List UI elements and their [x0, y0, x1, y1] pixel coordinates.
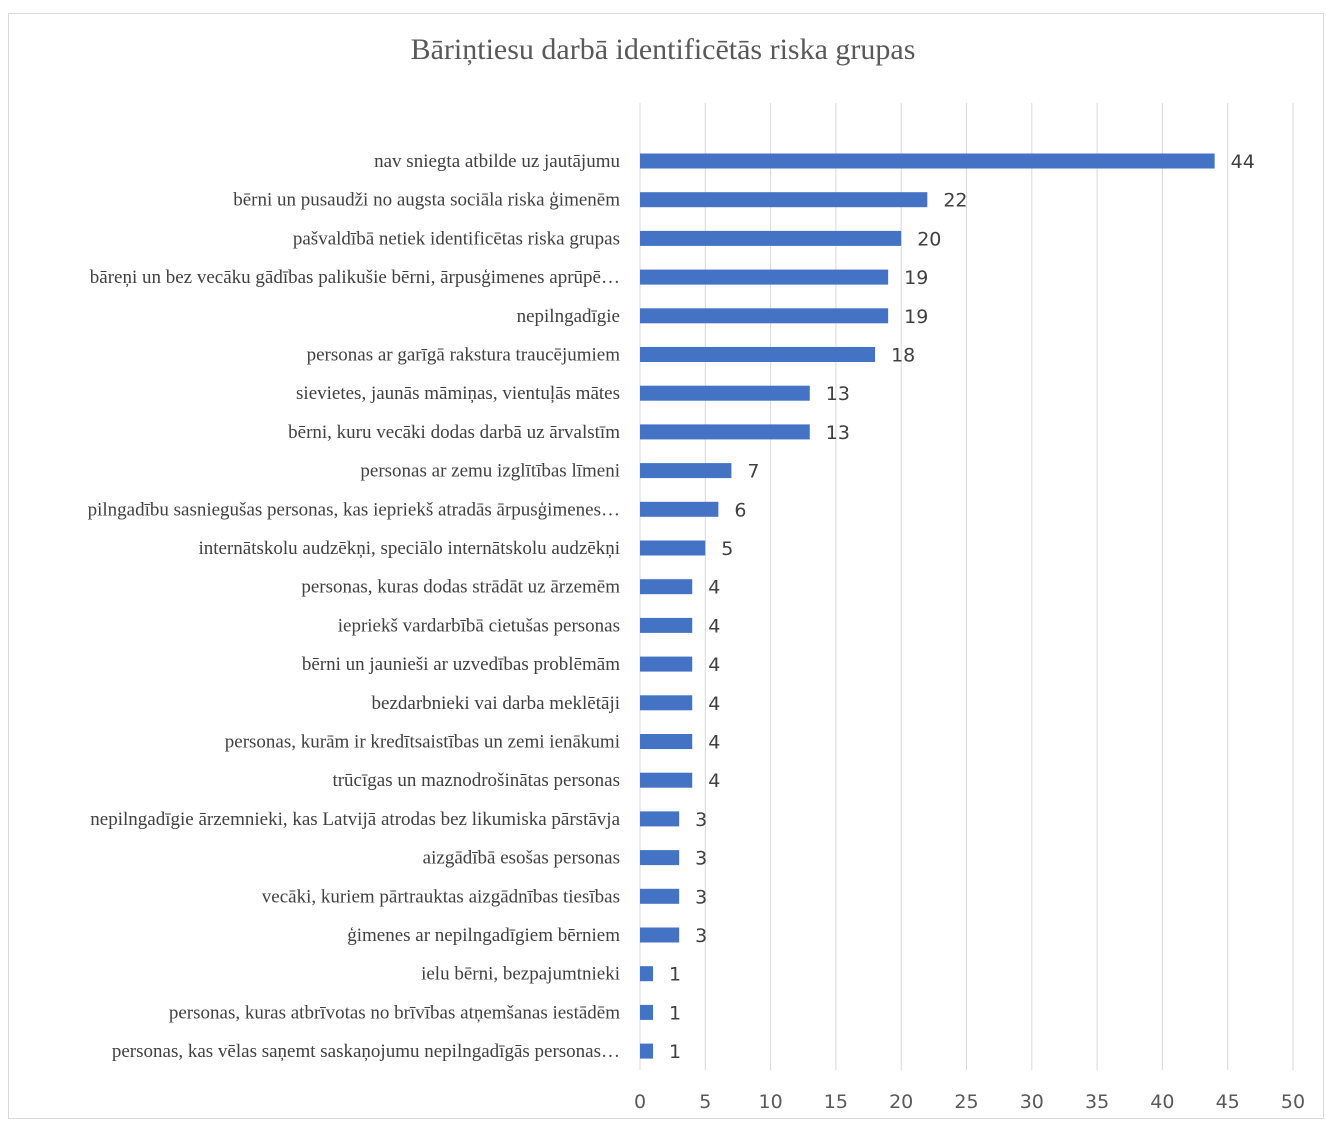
category-label: personas ar zemu izglītības līmeni [360, 461, 620, 482]
data-label: 3 [695, 886, 707, 908]
bar [640, 579, 693, 595]
data-label: 19 [904, 306, 928, 328]
category-label: pilngadību sasniegušas personas, kas iep… [88, 499, 620, 520]
category-label: ielu bērni, bezpajumtnieki [421, 964, 620, 985]
category-label: nepilngadīgie [517, 306, 620, 327]
category-label: personas, kuras dodas strādāt uz ārzemēm [301, 577, 620, 598]
data-label: 5 [721, 538, 733, 560]
data-label: 4 [708, 693, 720, 715]
data-label: 3 [695, 925, 707, 947]
bar [640, 617, 693, 633]
data-label: 1 [669, 1041, 681, 1063]
bar [640, 811, 680, 827]
bar [640, 540, 706, 556]
bar [640, 153, 1215, 169]
chart-title: Bāriņtiesu darbā identificētās riska gru… [410, 33, 916, 66]
category-label: bezdarbnieki vai darba meklētāji [372, 693, 620, 714]
gridlines [639, 103, 1294, 1070]
x-tick-label: 20 [889, 1091, 913, 1113]
bar [640, 695, 693, 711]
category-labels: nav sniegta atbilde uz jautājumu bērni un… [88, 151, 621, 1062]
x-tick-label: 5 [699, 1091, 711, 1113]
data-label: 1 [669, 1002, 681, 1024]
data-label: 18 [891, 345, 915, 367]
bar [640, 1004, 654, 1020]
bar [640, 888, 680, 904]
category-label: pašvaldībā netiek identificētas riska gr… [293, 228, 620, 249]
bar [640, 927, 680, 943]
data-label: 4 [708, 770, 720, 792]
category-label: sievietes, jaunās māmiņas, vientuļās māt… [296, 383, 620, 404]
bar [640, 463, 732, 479]
category-label: bērni, kuru vecāki dodas darbā uz ārvals… [288, 422, 620, 443]
data-label: 44 [1231, 151, 1255, 173]
data-label: 13 [826, 422, 850, 444]
data-label: 7 [747, 461, 759, 483]
bar [640, 966, 654, 982]
category-label: vecāki, kuriem pārtrauktas aizgādnības t… [262, 886, 620, 907]
data-label: 1 [669, 964, 681, 986]
bar [640, 269, 889, 285]
category-label: personas, kurām ir kredītsaistības un ze… [225, 732, 620, 753]
data-label: 4 [708, 577, 720, 599]
category-label: bāreņi un bez vecāku gādības palikušie b… [90, 267, 620, 288]
x-tick-label: 25 [954, 1091, 978, 1113]
category-label: ģimenes ar nepilngadīgiem bērniem [347, 925, 620, 946]
bar [640, 230, 902, 246]
x-tick-label: 35 [1085, 1091, 1109, 1113]
category-label: bērni un pusaudži no augsta sociāla risk… [233, 190, 620, 211]
bar [640, 1043, 654, 1059]
category-label: internātskolu audzēkņi, speciālo internā… [198, 538, 620, 559]
category-label: personas, kuras atbrīvotas no brīvības a… [169, 1002, 620, 1023]
data-label: 6 [734, 499, 746, 521]
bar [640, 850, 680, 866]
data-label: 19 [904, 267, 928, 289]
x-axis-ticks: 0 5 10 15 20 25 30 35 40 45 50 [634, 1091, 1305, 1113]
bar [640, 772, 693, 788]
data-label: 3 [695, 848, 707, 870]
data-label: 22 [943, 190, 967, 212]
x-tick-label: 45 [1216, 1091, 1240, 1113]
data-label: 3 [695, 809, 707, 831]
category-label: aizgādībā esošas personas [423, 848, 620, 869]
x-tick-label: 30 [1020, 1091, 1044, 1113]
data-label: 4 [708, 654, 720, 676]
bars [640, 153, 1215, 1059]
bar [640, 501, 719, 517]
category-label: nepilngadīgie ārzemnieki, kas Latvijā at… [90, 809, 620, 830]
bar [640, 385, 810, 401]
data-label: 4 [708, 615, 720, 637]
data-label: 20 [917, 228, 941, 250]
bar [640, 734, 693, 749]
bar [640, 424, 810, 440]
category-label: iepriekš vardarbībā cietušas personas [338, 615, 620, 636]
x-tick-label: 15 [824, 1091, 848, 1113]
x-tick-label: 40 [1150, 1091, 1174, 1113]
category-label: personas, kas vēlas saņemt saskaņojumu n… [112, 1041, 620, 1062]
category-label: personas ar garīgā rakstura traucējumiem [307, 345, 621, 366]
bar [640, 347, 876, 362]
data-label: 4 [708, 732, 720, 754]
category-label: trūcīgas un maznodrošinātas personas [332, 770, 620, 791]
category-label: bērni un jaunieši ar uzvedības problēmām [302, 654, 620, 675]
bar [640, 656, 693, 672]
bar [640, 308, 889, 324]
category-label: nav sniegta atbilde uz jautājumu [374, 151, 620, 172]
bar [640, 192, 928, 208]
data-label: 13 [826, 383, 850, 405]
x-tick-label: 10 [759, 1091, 783, 1113]
x-tick-label: 50 [1281, 1091, 1305, 1113]
x-tick-label: 0 [634, 1091, 646, 1113]
